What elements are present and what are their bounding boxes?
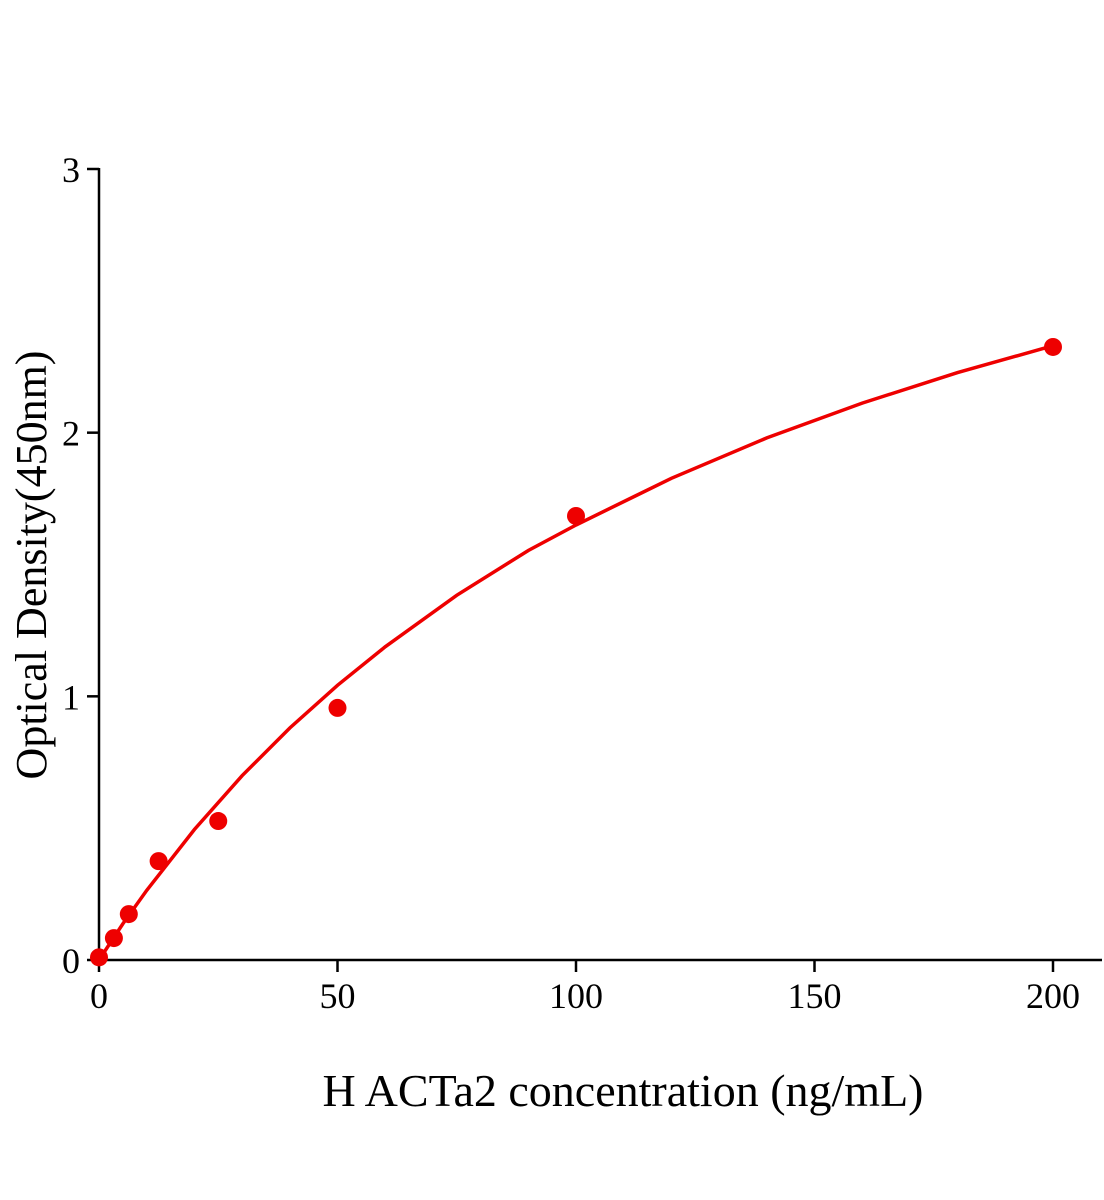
data-point	[328, 698, 347, 717]
y-tick-label: 0	[62, 941, 80, 981]
x-tick-label: 200	[1026, 976, 1080, 1016]
data-point	[567, 506, 585, 525]
x-tick-label: 100	[549, 976, 603, 1016]
y-axis-label: Optical Density(450nm)	[7, 351, 56, 780]
x-tick-label: 50	[320, 976, 356, 1016]
data-point	[149, 852, 168, 871]
data-point	[104, 929, 123, 948]
x-tick-label: 150	[788, 976, 842, 1016]
axes	[97, 168, 1102, 962]
x-axis-label: H ACTa2 concentration (ng/mL)	[322, 1065, 923, 1116]
y-tick-label: 1	[62, 677, 80, 717]
data-point	[90, 948, 108, 967]
fit-curve	[97, 344, 1054, 961]
data-point	[119, 905, 138, 924]
data-point	[209, 812, 228, 831]
x-tick-label: 0	[90, 976, 108, 1016]
y-tick-label: 3	[62, 150, 80, 190]
data-point	[1044, 337, 1062, 356]
y-tick-label: 2	[62, 414, 80, 454]
